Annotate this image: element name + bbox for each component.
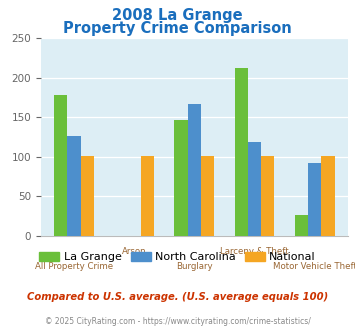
Bar	[248, 142, 261, 236]
Text: © 2025 CityRating.com - https://www.cityrating.com/crime-statistics/: © 2025 CityRating.com - https://www.city…	[45, 317, 310, 326]
Bar	[175, 120, 188, 236]
Bar	[308, 163, 321, 236]
Bar	[67, 136, 81, 236]
Bar	[188, 105, 201, 236]
Text: All Property Crime: All Property Crime	[35, 262, 113, 271]
Bar	[321, 156, 335, 236]
Text: Burglary: Burglary	[176, 262, 213, 271]
Bar	[81, 156, 94, 236]
Text: Property Crime Comparison: Property Crime Comparison	[63, 21, 292, 36]
Bar	[235, 68, 248, 236]
Bar	[201, 156, 214, 236]
Text: 2008 La Grange: 2008 La Grange	[112, 8, 243, 23]
Text: Arson: Arson	[122, 247, 147, 256]
Bar	[54, 95, 67, 236]
Bar	[261, 156, 274, 236]
Text: Motor Vehicle Theft: Motor Vehicle Theft	[273, 262, 355, 271]
Bar	[295, 215, 308, 236]
Legend: La Grange, North Carolina, National: La Grange, North Carolina, National	[35, 248, 320, 267]
Text: Compared to U.S. average. (U.S. average equals 100): Compared to U.S. average. (U.S. average …	[27, 292, 328, 302]
Bar	[141, 156, 154, 236]
Text: Larceny & Theft: Larceny & Theft	[220, 247, 289, 256]
